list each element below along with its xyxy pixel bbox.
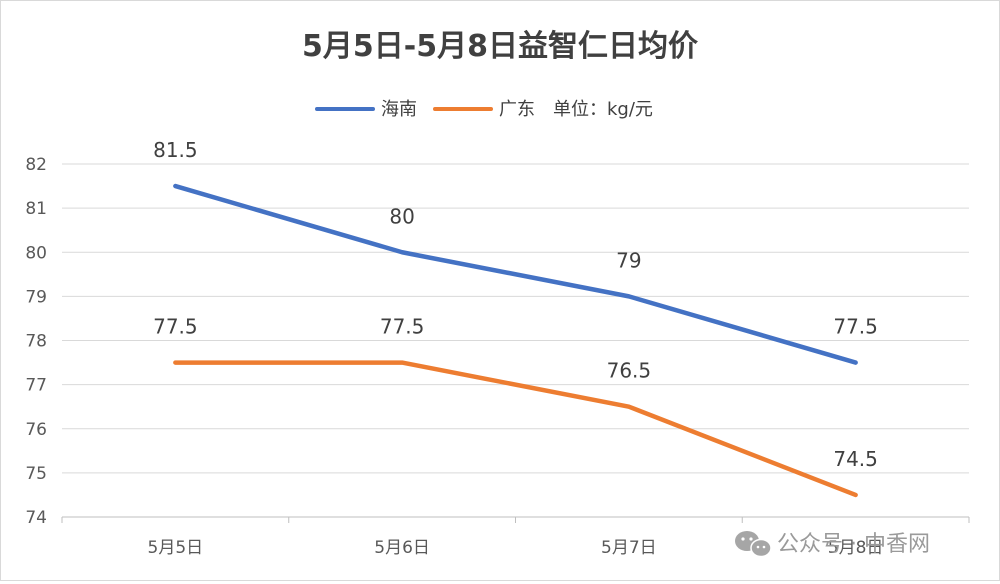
data-label: 80 [389, 204, 414, 228]
watermark-text: 公众号 · 中香网 [777, 532, 930, 557]
y-tick-label: 81 [25, 199, 47, 219]
legend-label-hainan: 海南 [381, 99, 417, 120]
watermark: 公众号 · 中香网 [735, 531, 930, 557]
data-labels: 81.5 80 79 77.5 77.5 77.5 76.5 74.5 [153, 138, 878, 471]
y-tick-label: 82 [25, 155, 47, 175]
data-label: 77.5 [380, 315, 425, 339]
y-tick-label: 80 [25, 243, 47, 263]
data-label: 77.5 [833, 315, 878, 339]
legend: 海南 广东 单位：kg/元 [317, 99, 653, 120]
chart-title: 5月5日-5月8日益智仁日均价 [302, 29, 698, 64]
y-axis: 74 75 76 77 78 79 80 81 82 [25, 155, 47, 528]
y-tick-label: 74 [25, 508, 47, 528]
y-tick-label: 77 [25, 376, 47, 396]
y-tick-label: 75 [25, 464, 47, 484]
series-line-0 [175, 186, 855, 363]
y-tick-label: 79 [25, 287, 47, 307]
x-tick-label: 5月5日 [148, 538, 204, 558]
data-label: 81.5 [153, 138, 198, 162]
data-label: 79 [616, 248, 641, 272]
data-label: 76.5 [607, 359, 652, 383]
x-tick-label: 5月6日 [374, 538, 430, 558]
data-label: 74.5 [833, 447, 878, 471]
y-tick-label: 76 [25, 420, 47, 440]
legend-unit-note: 单位：kg/元 [553, 99, 653, 120]
data-label: 77.5 [153, 315, 198, 339]
wechat-icon [735, 531, 771, 557]
x-tick-label: 5月7日 [601, 538, 657, 558]
legend-label-guangdong: 广东 [499, 99, 535, 120]
y-tick-label: 78 [25, 332, 47, 352]
